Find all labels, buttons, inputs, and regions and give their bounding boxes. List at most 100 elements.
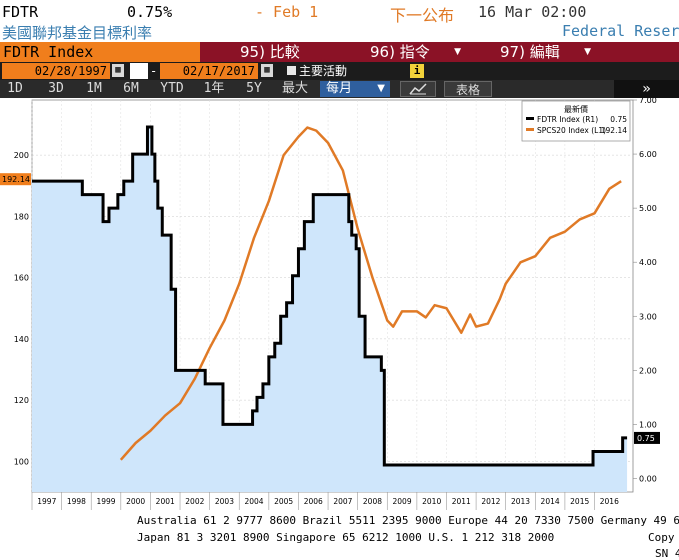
compare-menu[interactable]: 95) 比較 — [240, 42, 360, 62]
legend-value-fdtr: 0.75 — [610, 115, 627, 124]
x-axis-tick-label: 2013 — [511, 497, 530, 506]
chart-axes: 100 120 140 160 180 200 0.00 1.00 2.00 3.00 4.00 5.… — [0, 98, 660, 510]
right-axis-tick-label: 3.00 — [639, 312, 657, 321]
range-3d-button[interactable]: 3D — [48, 81, 64, 96]
table-button[interactable]: 表格 — [444, 81, 492, 97]
chevron-down-icon: ▼ — [377, 83, 385, 94]
period-select[interactable]: 每月 ▼ — [320, 81, 390, 97]
x-axis-tick-label: 2008 — [363, 497, 382, 506]
range-1m-button[interactable]: 1M — [86, 81, 102, 96]
legend-entry-fdtr: FDTR Index (R1) — [537, 115, 598, 124]
legend-title: 最新價 — [564, 104, 588, 114]
compare-label: 95) 比較 — [240, 43, 300, 61]
x-axis-tick-label: 2007 — [333, 497, 352, 506]
footer-copyright: Copy — [648, 531, 675, 544]
right-last-value-tag — [634, 431, 660, 444]
x-axis-tick-label: 1999 — [96, 497, 115, 506]
chart-legend: 最新價 FDTR Index (R1) 0.75 SPCS20 Index (L… — [521, 100, 631, 142]
start-date-input[interactable]: 02/28/1997 — [2, 63, 110, 79]
calendar-icon[interactable]: ▦ — [112, 64, 124, 77]
x-axis-tick-label: 2005 — [274, 497, 293, 506]
range-max-button[interactable]: 最大 — [281, 81, 308, 96]
x-axis-tick-label: 2003 — [215, 497, 234, 506]
date-blank-field[interactable] — [130, 63, 148, 79]
right-axis-tick-label: 1.00 — [639, 420, 657, 429]
period-select-value: 每月 — [326, 81, 353, 96]
edit-menu[interactable]: 97) 編輯 ▼ — [500, 42, 595, 62]
x-axis-tick-label: 2006 — [304, 497, 323, 506]
quote-header: FDTR 0.75% - Feb 1 下一公布 16 Mar 02:00 美國聯… — [0, 0, 679, 42]
line-chart-icon — [409, 83, 427, 95]
right-axis-tick-label: 0.00 — [639, 474, 657, 483]
right-axis-tick-label: 2.00 — [639, 366, 657, 375]
next-release-label: 下一公布 — [390, 6, 455, 25]
left-axis-tick-label: 160 — [14, 274, 29, 283]
chevron-down-icon: ▼ — [584, 47, 591, 57]
function-menubar: FDTR Index 95) 比較 96) 指令 ▼ 97) 編輯 ▼ — [0, 42, 679, 62]
index-field[interactable]: FDTR Index — [0, 42, 200, 62]
range-6m-button[interactable]: 6M — [123, 81, 139, 96]
spcs20-series-line — [119, 126, 622, 461]
x-axis-tick-label: 1998 — [67, 497, 86, 506]
footer-sn: SN 4 — [655, 547, 679, 560]
x-axis-tick-label: 2002 — [185, 497, 204, 506]
right-last-value-label: 0.75 — [637, 434, 655, 443]
change-date: - Feb 1 — [255, 3, 319, 21]
left-last-value-label: 192.14 — [2, 175, 30, 184]
x-axis-tick-label: 2011 — [452, 497, 471, 506]
calendar-icon[interactable]: ▦ — [261, 64, 273, 77]
legend-swatch-spcs20 — [526, 128, 534, 131]
main-activity-label: 主要活動 — [299, 64, 348, 78]
x-axis-tick-label: 1997 — [37, 497, 56, 506]
legend-value-spcs20: 192.14 — [601, 126, 627, 135]
range-1d-button[interactable]: 1D — [7, 81, 23, 96]
legend-box — [521, 100, 631, 142]
chart-type-button[interactable] — [400, 81, 436, 97]
ticker-symbol: FDTR — [2, 3, 39, 21]
range-toolbar: 1D 3D 1M 6M YTD 1年 5Y 最大 每月 ▼ 表格 » — [0, 80, 679, 98]
end-date-input[interactable]: 02/17/2017 — [160, 63, 258, 79]
price-chart: 100 120 140 160 180 200 0.00 1.00 2.00 3.00 4.00 5.… — [0, 98, 679, 514]
footer-line-1: Australia 61 2 9777 8600 Brazil 5511 239… — [137, 514, 679, 527]
x-axis-tick-label: 2010 — [422, 497, 441, 506]
left-last-value-tag — [0, 173, 31, 186]
contact-footer: Australia 61 2 9777 8600 Brazil 5511 239… — [0, 514, 679, 560]
x-axis-tick-label: 2004 — [244, 497, 263, 506]
next-page-icon[interactable]: » — [614, 80, 679, 98]
left-axis-tick-label: 100 — [14, 457, 29, 466]
x-axis-tick-label: 2012 — [481, 497, 500, 506]
left-axis-tick-label: 200 — [14, 151, 29, 160]
right-axis-tick-label: 4.00 — [639, 258, 657, 267]
range-5y-button[interactable]: 5Y — [246, 81, 262, 96]
info-icon[interactable]: i — [410, 64, 424, 78]
legend-swatch-fdtr — [526, 117, 534, 120]
actions-menu[interactable]: 96) 指令 ▼ — [370, 42, 465, 62]
range-1y-button[interactable]: 1年 — [203, 81, 225, 96]
last-value: 0.75% — [127, 3, 173, 21]
left-axis-tick-label: 140 — [14, 335, 29, 344]
edit-label: 97) 編輯 — [500, 43, 560, 61]
footer-line-2: Japan 81 3 3201 8900 Singapore 65 6212 1… — [137, 531, 555, 544]
right-axis-tick-label: 7.00 — [639, 98, 657, 105]
data-source: Federal Reser — [562, 22, 679, 40]
main-activity-checkbox[interactable] — [287, 66, 296, 75]
x-axis-tick-label: 2014 — [541, 497, 560, 506]
security-description: 美國聯邦基金目標利率 — [2, 24, 153, 42]
x-axis-tick-label: 2001 — [156, 497, 175, 506]
actions-label: 96) 指令 — [370, 43, 430, 61]
x-axis-tick-label: 2016 — [600, 497, 619, 506]
date-separator: - — [150, 64, 158, 78]
legend-entry-spcs20: SPCS20 Index (L1) — [537, 126, 606, 135]
x-axis-tick-label: 2000 — [126, 497, 145, 506]
date-range-bar: 02/28/1997 ▦ - 02/17/2017 ▦ 主要活動 i — [0, 62, 679, 80]
chevron-down-icon: ▼ — [454, 47, 461, 57]
next-release-time: 16 Mar 02:00 — [478, 3, 587, 21]
x-axis-tick-label: 2009 — [393, 497, 412, 506]
right-axis-tick-label: 5.00 — [639, 204, 657, 213]
left-axis-tick-label: 180 — [14, 212, 29, 221]
right-axis-tick-label: 6.00 — [639, 150, 657, 159]
range-ytd-button[interactable]: YTD — [160, 81, 184, 96]
left-axis-tick-label: 120 — [14, 396, 29, 405]
x-axis-tick-label: 2015 — [570, 497, 589, 506]
fdtr-series-line — [32, 125, 628, 467]
